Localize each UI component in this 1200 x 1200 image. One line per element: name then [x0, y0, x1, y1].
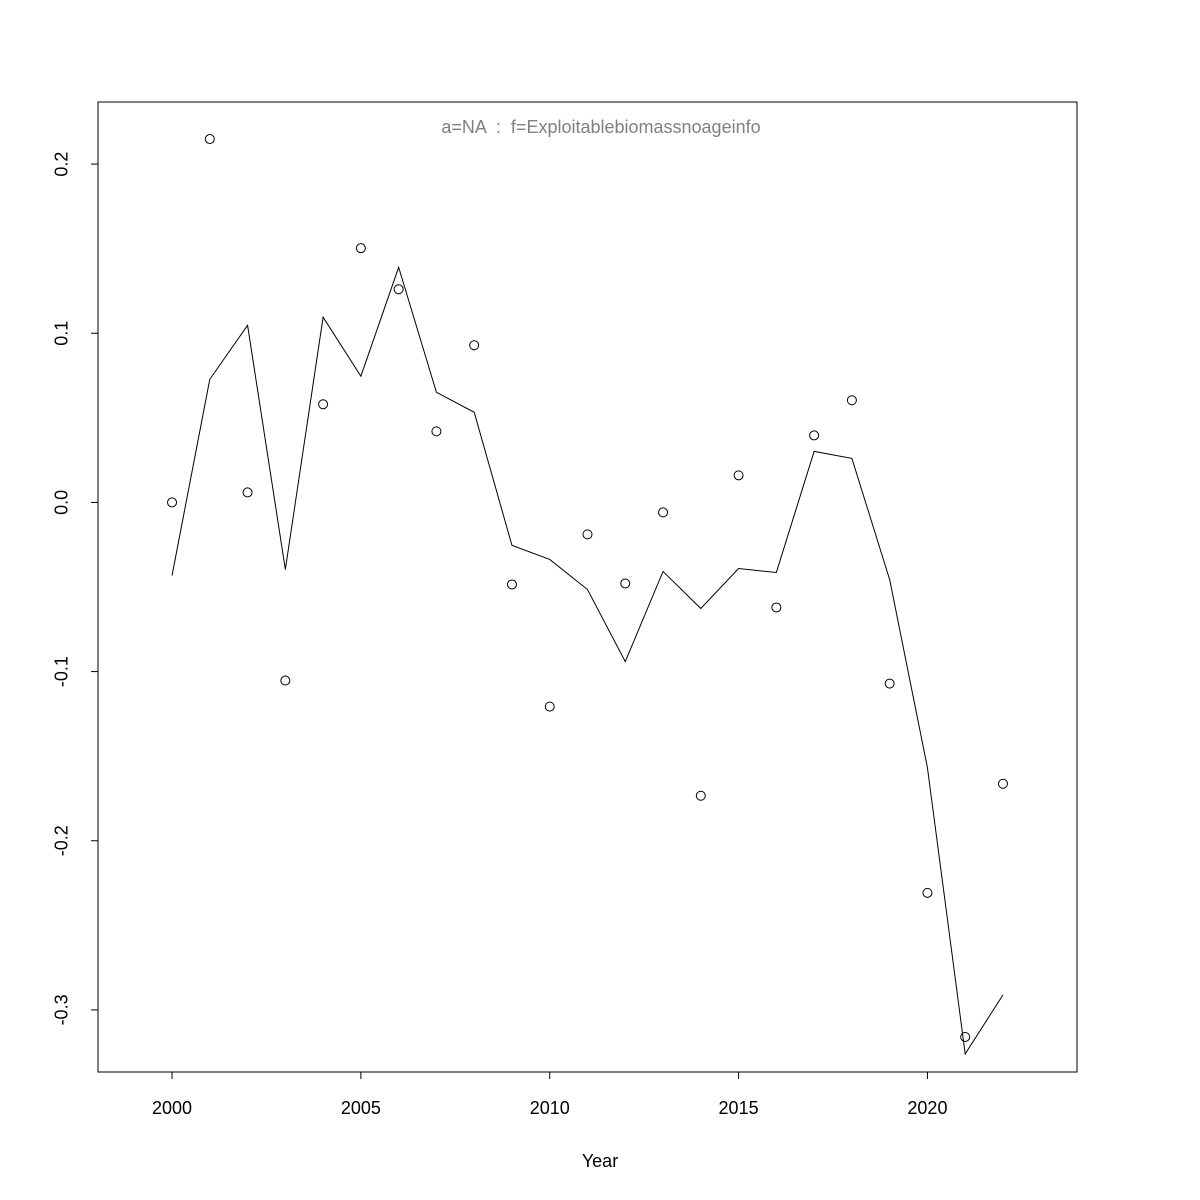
data-point — [469, 340, 480, 351]
data-point — [809, 430, 820, 441]
data-point — [582, 529, 593, 540]
x-tick-label: 2010 — [530, 1098, 570, 1118]
y-tick-label: -0.1 — [52, 656, 72, 687]
data-point — [997, 778, 1008, 789]
data-point — [544, 701, 555, 712]
data-point — [167, 497, 178, 508]
data-point — [620, 578, 631, 589]
y-tick-label: 0.0 — [52, 490, 72, 515]
x-tick-label: 2020 — [907, 1098, 947, 1118]
data-point — [733, 470, 744, 481]
data-point — [695, 790, 706, 801]
chart-title: a=NA : f=Exploitablebiomassnoageinfo — [441, 117, 760, 137]
x-tick-label: 2000 — [152, 1098, 192, 1118]
data-point — [846, 395, 857, 406]
y-tick-label: -0.3 — [52, 994, 72, 1025]
data-point — [393, 284, 404, 295]
x-axis-label: Year — [582, 1151, 618, 1171]
x-tick-label: 2015 — [719, 1098, 759, 1118]
y-tick-label: -0.2 — [52, 825, 72, 856]
data-point — [922, 887, 933, 898]
data-point — [204, 134, 215, 145]
plot-frame — [97, 101, 1078, 1073]
data-point — [960, 1031, 971, 1042]
data-point — [658, 507, 669, 518]
x-tick-label: 2005 — [341, 1098, 381, 1118]
data-point — [318, 399, 329, 410]
y-tick-label: 0.1 — [52, 321, 72, 346]
fit-line — [171, 265, 1004, 1056]
data-point — [884, 678, 895, 689]
data-point — [280, 675, 291, 686]
y-tick-label: 0.2 — [52, 152, 72, 177]
data-point — [771, 602, 782, 613]
data-point — [242, 487, 253, 498]
data-point — [506, 579, 517, 590]
data-point — [355, 243, 366, 254]
data-point — [431, 426, 442, 437]
